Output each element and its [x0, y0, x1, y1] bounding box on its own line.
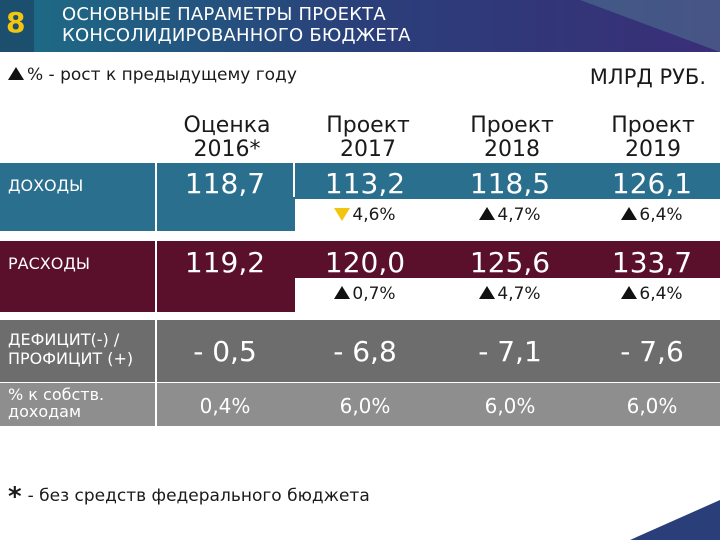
expense-growth-2019-text: 6,4%	[639, 284, 683, 304]
expense-label: РАСХОДЫ	[8, 254, 90, 273]
column-header-line1: Проект	[611, 113, 695, 138]
column-header-line1: Проект	[470, 113, 554, 138]
expense-growth-2017: 0,7%	[295, 284, 435, 304]
income-growth-2019-text: 6,4%	[639, 205, 683, 225]
income-growth-strip	[295, 199, 720, 231]
triangle-up-icon	[334, 286, 351, 299]
units-label: МЛРД РУБ.	[589, 65, 706, 89]
corner-decoration	[630, 500, 720, 540]
expense-growth-2018: 4,7%	[440, 284, 580, 304]
slide-title-line1: ОСНОВНЫЕ ПАРАМЕТРЫ ПРОЕКТА	[62, 4, 386, 25]
column-header-2017: Проект 2017	[298, 114, 438, 162]
expense-growth-2017-text: 0,7%	[352, 284, 396, 304]
expense-growth-2019: 6,4%	[582, 284, 720, 304]
percent-label: % к собств. доходам	[8, 386, 104, 420]
triangle-up-icon	[621, 207, 638, 220]
income-growth-2018-text: 4,7%	[497, 205, 541, 225]
triangle-up-icon	[479, 207, 496, 220]
deficit-row	[0, 320, 720, 382]
triangle-down-icon	[334, 208, 351, 221]
triangle-up-icon	[8, 67, 24, 80]
deficit-value-2018: - 7,1	[478, 335, 542, 368]
deficit-value-2017: - 6,8	[333, 335, 397, 368]
expense-growth-strip	[295, 278, 720, 312]
percent-value-2016: 0,4%	[199, 394, 251, 418]
column-divider	[155, 163, 157, 426]
expense-value-2019: 133,7	[611, 246, 693, 279]
deficit-value-2016: - 0,5	[193, 335, 257, 368]
deficit-value-2019: - 7,6	[620, 335, 684, 368]
column-header-line1: Оценка	[183, 113, 271, 138]
column-header-line1: Проект	[326, 113, 410, 138]
deficit-label: ДЕФИЦИТ(-) / ПРОФИЦИТ (+)	[8, 330, 133, 368]
income-value-2018: 118,5	[469, 167, 551, 200]
income-value-2017: 113,2	[324, 167, 406, 200]
expense-value-2018: 125,6	[469, 246, 551, 279]
deficit-label-line2: ПРОФИЦИТ (+)	[8, 349, 134, 368]
slide-header: 8 ОСНОВНЫЕ ПАРАМЕТРЫ ПРОЕКТА КОНСОЛИДИРО…	[0, 0, 720, 52]
income-growth-2017-text: 4,6%	[352, 205, 396, 225]
column-header-2018: Проект 2018	[442, 114, 582, 162]
column-divider	[293, 163, 295, 197]
expense-value-2016: 119,2	[184, 246, 266, 279]
percent-row	[0, 383, 720, 426]
header-decoration	[580, 0, 720, 52]
column-header-2016: Оценка 2016*	[157, 114, 297, 162]
footnote: * - без средств федерального бюджета	[8, 482, 370, 512]
expense-value-2017: 120,0	[324, 246, 406, 279]
percent-value-2017: 6,0%	[339, 394, 391, 418]
growth-legend: % - рост к предыдущему году	[8, 64, 297, 86]
income-value-2019: 126,1	[611, 167, 693, 200]
percent-label-line1: % к собств.	[8, 385, 105, 404]
column-header-line2: 2016*	[193, 137, 261, 162]
percent-value-2019: 6,0%	[626, 394, 678, 418]
income-growth-2018: 4,7%	[440, 205, 580, 225]
income-growth-2019: 6,4%	[582, 205, 720, 225]
slide-number-box: 8	[0, 0, 34, 52]
footnote-mark: *	[8, 482, 22, 512]
growth-legend-text: % - рост к предыдущему году	[27, 65, 297, 85]
percent-value-2018: 6,0%	[484, 394, 536, 418]
footnote-text: - без средств федерального бюджета	[27, 486, 370, 506]
expense-growth-2018-text: 4,7%	[497, 284, 541, 304]
column-header-2019: Проект 2019	[583, 114, 720, 162]
slide-title: ОСНОВНЫЕ ПАРАМЕТРЫ ПРОЕКТА КОНСОЛИДИРОВА…	[62, 4, 411, 46]
percent-label-line2: доходам	[8, 402, 82, 421]
column-header-line2: 2019	[625, 137, 681, 162]
slide-number: 8	[6, 6, 26, 39]
income-value-2016: 118,7	[184, 167, 266, 200]
triangle-up-icon	[479, 286, 496, 299]
column-header-line2: 2017	[340, 137, 396, 162]
income-label: ДОХОДЫ	[8, 176, 84, 195]
slide-title-line2: КОНСОЛИДИРОВАННОГО БЮДЖЕТА	[62, 25, 411, 46]
triangle-up-icon	[621, 286, 638, 299]
deficit-label-line1: ДЕФИЦИТ(-) /	[8, 330, 120, 349]
income-growth-2017: 4,6%	[295, 205, 435, 225]
column-header-line2: 2018	[484, 137, 540, 162]
